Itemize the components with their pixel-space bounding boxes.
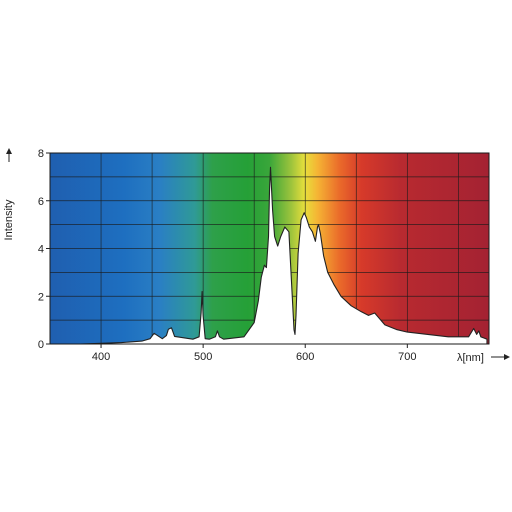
y-tick-label: 0	[38, 339, 44, 351]
x-axis-arrowhead-icon	[504, 354, 510, 360]
y-axis-arrowhead-icon	[6, 148, 12, 154]
x-tick-label: 400	[92, 351, 110, 363]
spectrum-area	[80, 166, 488, 345]
y-axis-label: Intensity	[3, 199, 15, 240]
tick-labels: 0 2 4 6 8 400 500 600 700	[38, 148, 417, 363]
x-tick-label: 600	[296, 351, 314, 363]
y-tick-label: 6	[38, 196, 44, 208]
y-tick-label: 2	[38, 291, 44, 303]
y-tick-label: 4	[38, 244, 44, 256]
x-tick-label: 500	[194, 351, 212, 363]
x-axis-label: λ[nm]	[457, 352, 484, 364]
y-tick-label: 8	[38, 148, 44, 160]
axes	[46, 152, 490, 348]
x-tick-label: 700	[398, 351, 416, 363]
